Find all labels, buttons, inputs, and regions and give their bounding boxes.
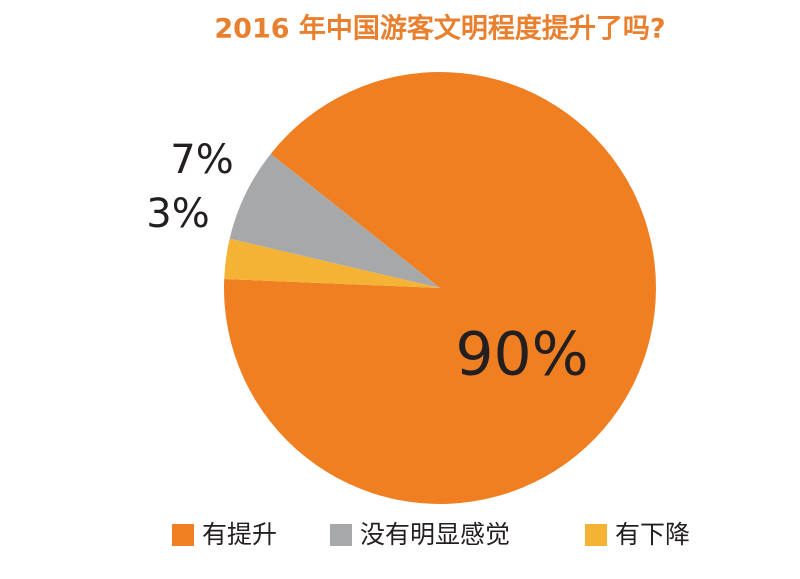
- legend-swatch: [330, 524, 352, 546]
- chart-title: 2016 年中国游客文明程度提升了吗?: [214, 13, 665, 45]
- pie-slice: [229, 153, 440, 288]
- legend-swatch: [172, 524, 194, 546]
- legend-label: 有下降: [615, 520, 690, 549]
- value-label: 90%: [455, 320, 588, 390]
- pie-slice: [223, 71, 656, 504]
- legend-swatch: [585, 524, 607, 546]
- legend-label: 没有明显感觉: [360, 520, 510, 549]
- pie-slice: [224, 238, 440, 288]
- legend-label: 有提升: [202, 520, 277, 549]
- value-label: 7%: [170, 137, 233, 183]
- value-label: 3%: [146, 191, 209, 237]
